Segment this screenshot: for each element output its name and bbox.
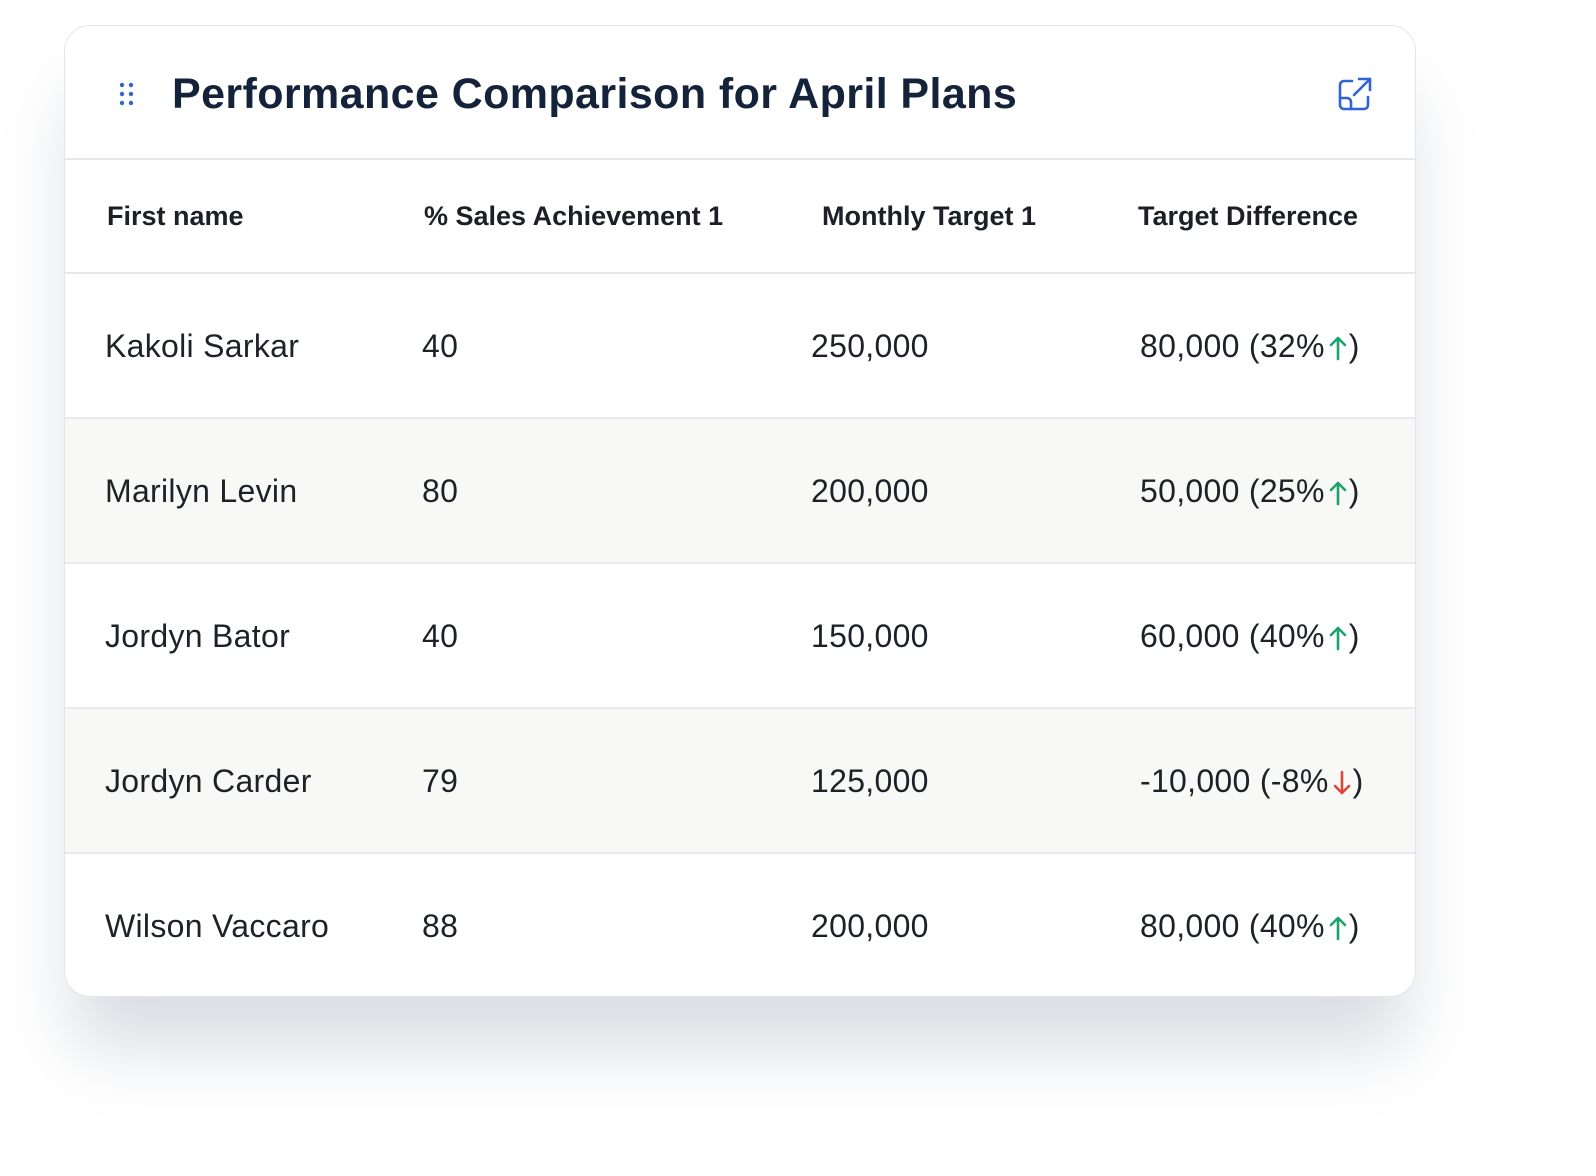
column-header-monthly-target[interactable]: Monthly Target 1 — [822, 201, 1037, 231]
cell-monthly-target-text: 150,000 — [811, 618, 929, 654]
cell-monthly-target: 150,000 — [811, 564, 929, 709]
external-link-icon[interactable] — [1335, 74, 1375, 114]
cell-target-difference-text: 50,000 (25% — [1140, 473, 1325, 509]
cell-target-difference: 50,000 (25%) — [1140, 419, 1360, 564]
table-row[interactable]: Jordyn Bator 40 150,000 60,000 (40%) — [65, 564, 1415, 709]
cell-first-name: Kakoli Sarkar — [105, 274, 299, 419]
cell-sales-achievement: 79 — [422, 709, 458, 854]
cell-sales-achievement-text: 40 — [422, 618, 459, 654]
drag-handle-icon[interactable] — [118, 82, 136, 106]
cell-target-difference-text: 80,000 (32% — [1140, 328, 1325, 364]
cell-first-name-text: Jordyn Carder — [105, 763, 312, 799]
column-header-sales-achievement[interactable]: % Sales Achievement 1 — [424, 201, 724, 231]
closing-paren: ) — [1348, 908, 1360, 944]
cell-monthly-target: 250,000 — [811, 274, 929, 419]
cell-target-difference: 80,000 (32%) — [1140, 274, 1360, 419]
cell-target-difference-text: -10,000 (-8% — [1140, 763, 1329, 799]
cell-first-name-text: Jordyn Bator — [105, 618, 291, 654]
column-header-target-difference[interactable]: Target Difference — [1138, 201, 1359, 231]
cell-sales-achievement-text: 79 — [422, 763, 459, 799]
page-title: Performance Comparison for April Plans — [172, 70, 1018, 118]
column-header-first-name[interactable]: First name — [107, 201, 244, 231]
cell-sales-achievement-text: 88 — [422, 908, 459, 944]
cell-sales-achievement: 88 — [422, 854, 459, 996]
cell-first-name-text: Marilyn Levin — [105, 473, 298, 509]
cell-first-name: Jordyn Carder — [105, 709, 312, 854]
arrow-up-icon — [1329, 481, 1347, 506]
cell-sales-achievement-text: 40 — [422, 328, 459, 364]
table-row[interactable]: Wilson Vaccaro 88 200,000 80,000 (40%) — [65, 854, 1415, 996]
cell-sales-achievement: 40 — [422, 564, 458, 709]
cell-first-name: Jordyn Bator — [105, 564, 290, 709]
closing-paren: ) — [1348, 618, 1360, 654]
arrow-up-icon — [1329, 916, 1347, 941]
cell-monthly-target-text: 200,000 — [811, 908, 929, 944]
closing-paren: ) — [1348, 328, 1360, 364]
card-header: Performance Comparison for April Plans — [65, 26, 1415, 160]
arrow-up-icon — [1329, 626, 1347, 651]
performance-table-card: Performance Comparison for April Plans F… — [64, 25, 1416, 997]
cell-sales-achievement-text: 80 — [422, 473, 459, 509]
cell-target-difference: 80,000 (40%) — [1140, 854, 1360, 996]
cell-monthly-target-text: 125,000 — [811, 763, 929, 799]
cell-first-name: Marilyn Levin — [105, 419, 297, 564]
cell-first-name: Wilson Vaccaro — [105, 854, 330, 996]
cell-sales-achievement: 40 — [422, 274, 458, 419]
cell-target-difference: 60,000 (40%) — [1140, 564, 1360, 709]
closing-paren: ) — [1352, 763, 1364, 799]
cell-monthly-target-text: 200,000 — [811, 473, 929, 509]
table-row[interactable]: Kakoli Sarkar 40 250,000 80,000 (32%) — [65, 274, 1415, 419]
cell-target-difference-text: 80,000 (40% — [1140, 908, 1325, 944]
cell-first-name-text: Wilson Vaccaro — [105, 908, 330, 944]
cell-monthly-target-text: 250,000 — [811, 328, 929, 364]
table-row[interactable]: Jordyn Carder 79 125,000 -10,000 (-8%) — [65, 709, 1415, 854]
cell-sales-achievement: 80 — [422, 419, 458, 564]
arrow-down-icon — [1333, 770, 1350, 795]
table-header: First name % Sales Achievement 1 Monthly… — [65, 160, 1415, 274]
cell-target-difference-text: 60,000 (40% — [1140, 618, 1325, 654]
cell-target-difference: -10,000 (-8%) — [1140, 709, 1364, 854]
cell-first-name-text: Kakoli Sarkar — [105, 328, 300, 364]
cell-monthly-target: 200,000 — [811, 854, 929, 996]
cell-monthly-target: 200,000 — [811, 419, 929, 564]
cell-monthly-target: 125,000 — [811, 709, 929, 854]
table-row[interactable]: Marilyn Levin 80 200,000 50,000 (25%) — [65, 419, 1415, 564]
arrow-up-icon — [1329, 336, 1347, 361]
closing-paren: ) — [1348, 473, 1360, 509]
table-body: Kakoli Sarkar 40 250,000 80,000 (32%) Marily… — [65, 274, 1415, 996]
